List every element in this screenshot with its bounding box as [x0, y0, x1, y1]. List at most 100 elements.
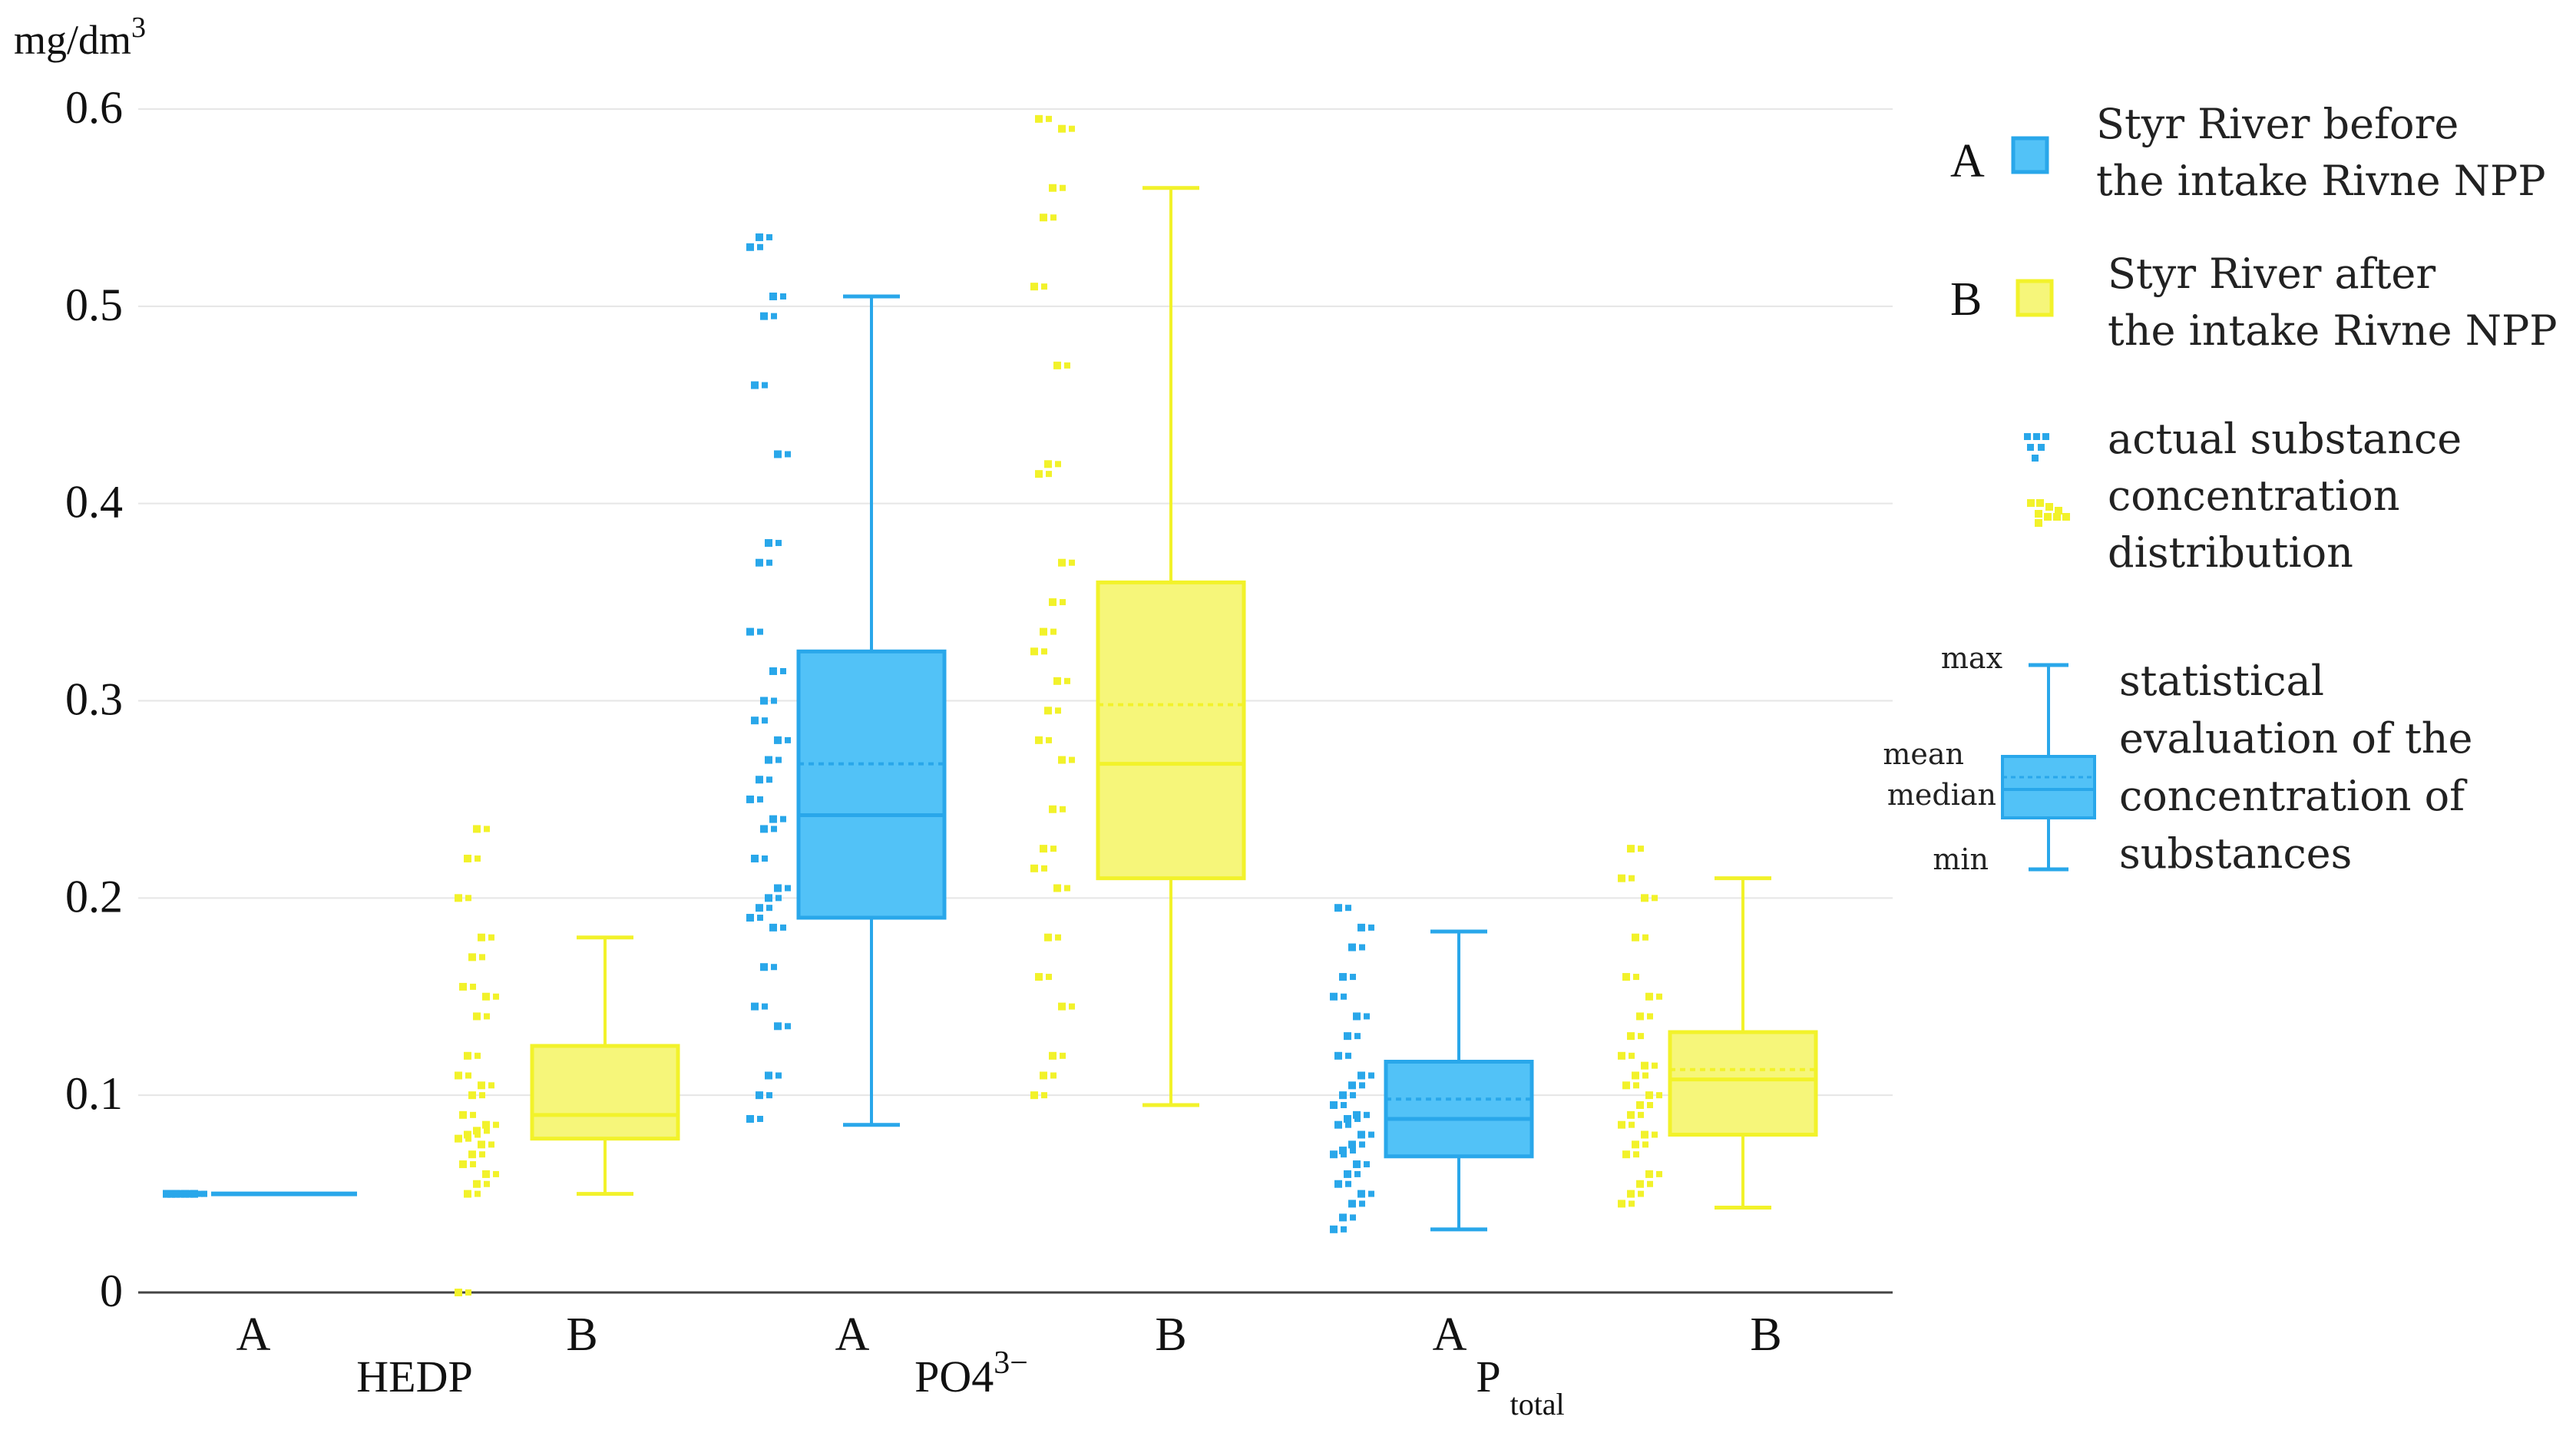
data-point [762, 717, 768, 724]
legend-text-a: the intake Rivne NPP [2096, 157, 2546, 205]
data-point [765, 756, 772, 764]
legend-text-b: the intake Rivne NPP [2108, 306, 2558, 355]
data-point [1632, 933, 1639, 942]
legend-text-points: distribution [2108, 528, 2353, 577]
x-category-label: B [566, 1309, 597, 1361]
data-point [186, 1190, 193, 1198]
data-point [1357, 1190, 1365, 1198]
data-point [746, 627, 754, 636]
legend-text-stats: statistical [2119, 657, 2324, 705]
data-point [1354, 1170, 1361, 1177]
box-iqr [1384, 1060, 1534, 1159]
data-point [1344, 1032, 1351, 1041]
data-point [1348, 943, 1356, 951]
data-point [1041, 648, 1047, 655]
data-point [1357, 1071, 1365, 1080]
data-point [756, 776, 763, 784]
data-point [1064, 362, 1070, 369]
data-point [760, 825, 768, 833]
data-point [1341, 1226, 1347, 1233]
data-point [1040, 213, 1047, 222]
data-point [774, 736, 782, 744]
data-point [769, 667, 777, 675]
legend-text-points: concentration [2108, 472, 2399, 520]
data-point [769, 292, 777, 300]
data-point [475, 855, 481, 862]
data-point [1647, 1180, 1653, 1187]
legend-swatch-b [2015, 279, 2054, 317]
data-point [1046, 974, 1052, 981]
data-point [1638, 1111, 1644, 1118]
data-point [1645, 992, 1653, 1001]
data-point [1339, 973, 1347, 981]
legend-boxplot-icon [2001, 663, 2096, 872]
data-point [1354, 1033, 1361, 1040]
data-point [475, 1131, 481, 1138]
data-point [1632, 1140, 1639, 1149]
grid-lines [138, 108, 1893, 1097]
data-point [1357, 1130, 1365, 1139]
data-point [473, 1012, 481, 1021]
legend-label-median: median [1887, 778, 1996, 812]
data-point [1627, 1190, 1635, 1198]
data-point [1656, 993, 1662, 1000]
data-point [190, 1190, 198, 1198]
data-point [785, 451, 791, 458]
data-point [1055, 707, 1061, 714]
data-point [455, 1289, 462, 1296]
data-point [1357, 923, 1365, 932]
data-point [473, 1127, 481, 1135]
data-point [1330, 1225, 1338, 1233]
data-point [1353, 1160, 1361, 1169]
data-point [484, 1127, 490, 1134]
legend-point-blue [2038, 444, 2045, 451]
data-point [766, 905, 772, 912]
data-point [1060, 1052, 1066, 1059]
data-point [172, 1190, 180, 1198]
data-point [775, 756, 782, 763]
data-point [760, 697, 768, 705]
data-point [1627, 1110, 1635, 1119]
data-point [484, 826, 490, 832]
data-point [756, 558, 763, 567]
data-point [1035, 973, 1043, 981]
data-point [762, 855, 768, 862]
data-point [1633, 1082, 1639, 1089]
box-B-HEDP [530, 935, 680, 1196]
data-point [1330, 1101, 1338, 1110]
data-point [1652, 1131, 1658, 1138]
y-tick-labels: 0 0.1 0.2 0.3 0.4 0.5 0.6 [65, 82, 123, 1316]
data-point [1046, 736, 1052, 743]
data-point [1618, 1120, 1625, 1129]
data-point [465, 1072, 471, 1079]
data-point [1359, 1082, 1365, 1089]
data-point [479, 1151, 485, 1158]
data-point [475, 1052, 481, 1059]
data-point [1058, 756, 1066, 764]
data-point [774, 884, 782, 892]
data-point [1334, 1120, 1342, 1129]
box-iqr [796, 649, 947, 920]
data-point [482, 1120, 490, 1129]
data-point [1622, 1081, 1630, 1090]
data-point [1368, 1072, 1374, 1079]
group-label: HEDP [356, 1352, 472, 1402]
data-point [1030, 283, 1038, 291]
data-point [1030, 647, 1038, 656]
data-point [163, 1190, 170, 1198]
data-point [1339, 1091, 1347, 1100]
group-label: PO43− [914, 1345, 1028, 1402]
legend-point-blue [2024, 433, 2031, 440]
data-point [1627, 845, 1635, 853]
data-point [1641, 1061, 1648, 1070]
data-point [751, 1002, 759, 1011]
data-point [1064, 677, 1070, 684]
legend-box [2001, 755, 2096, 819]
data-point [760, 963, 768, 971]
legend-point-blue [2033, 433, 2040, 440]
data-point [1632, 1071, 1639, 1080]
data-point [479, 954, 485, 961]
data-point [1049, 1051, 1057, 1060]
data-point [1069, 125, 1075, 132]
